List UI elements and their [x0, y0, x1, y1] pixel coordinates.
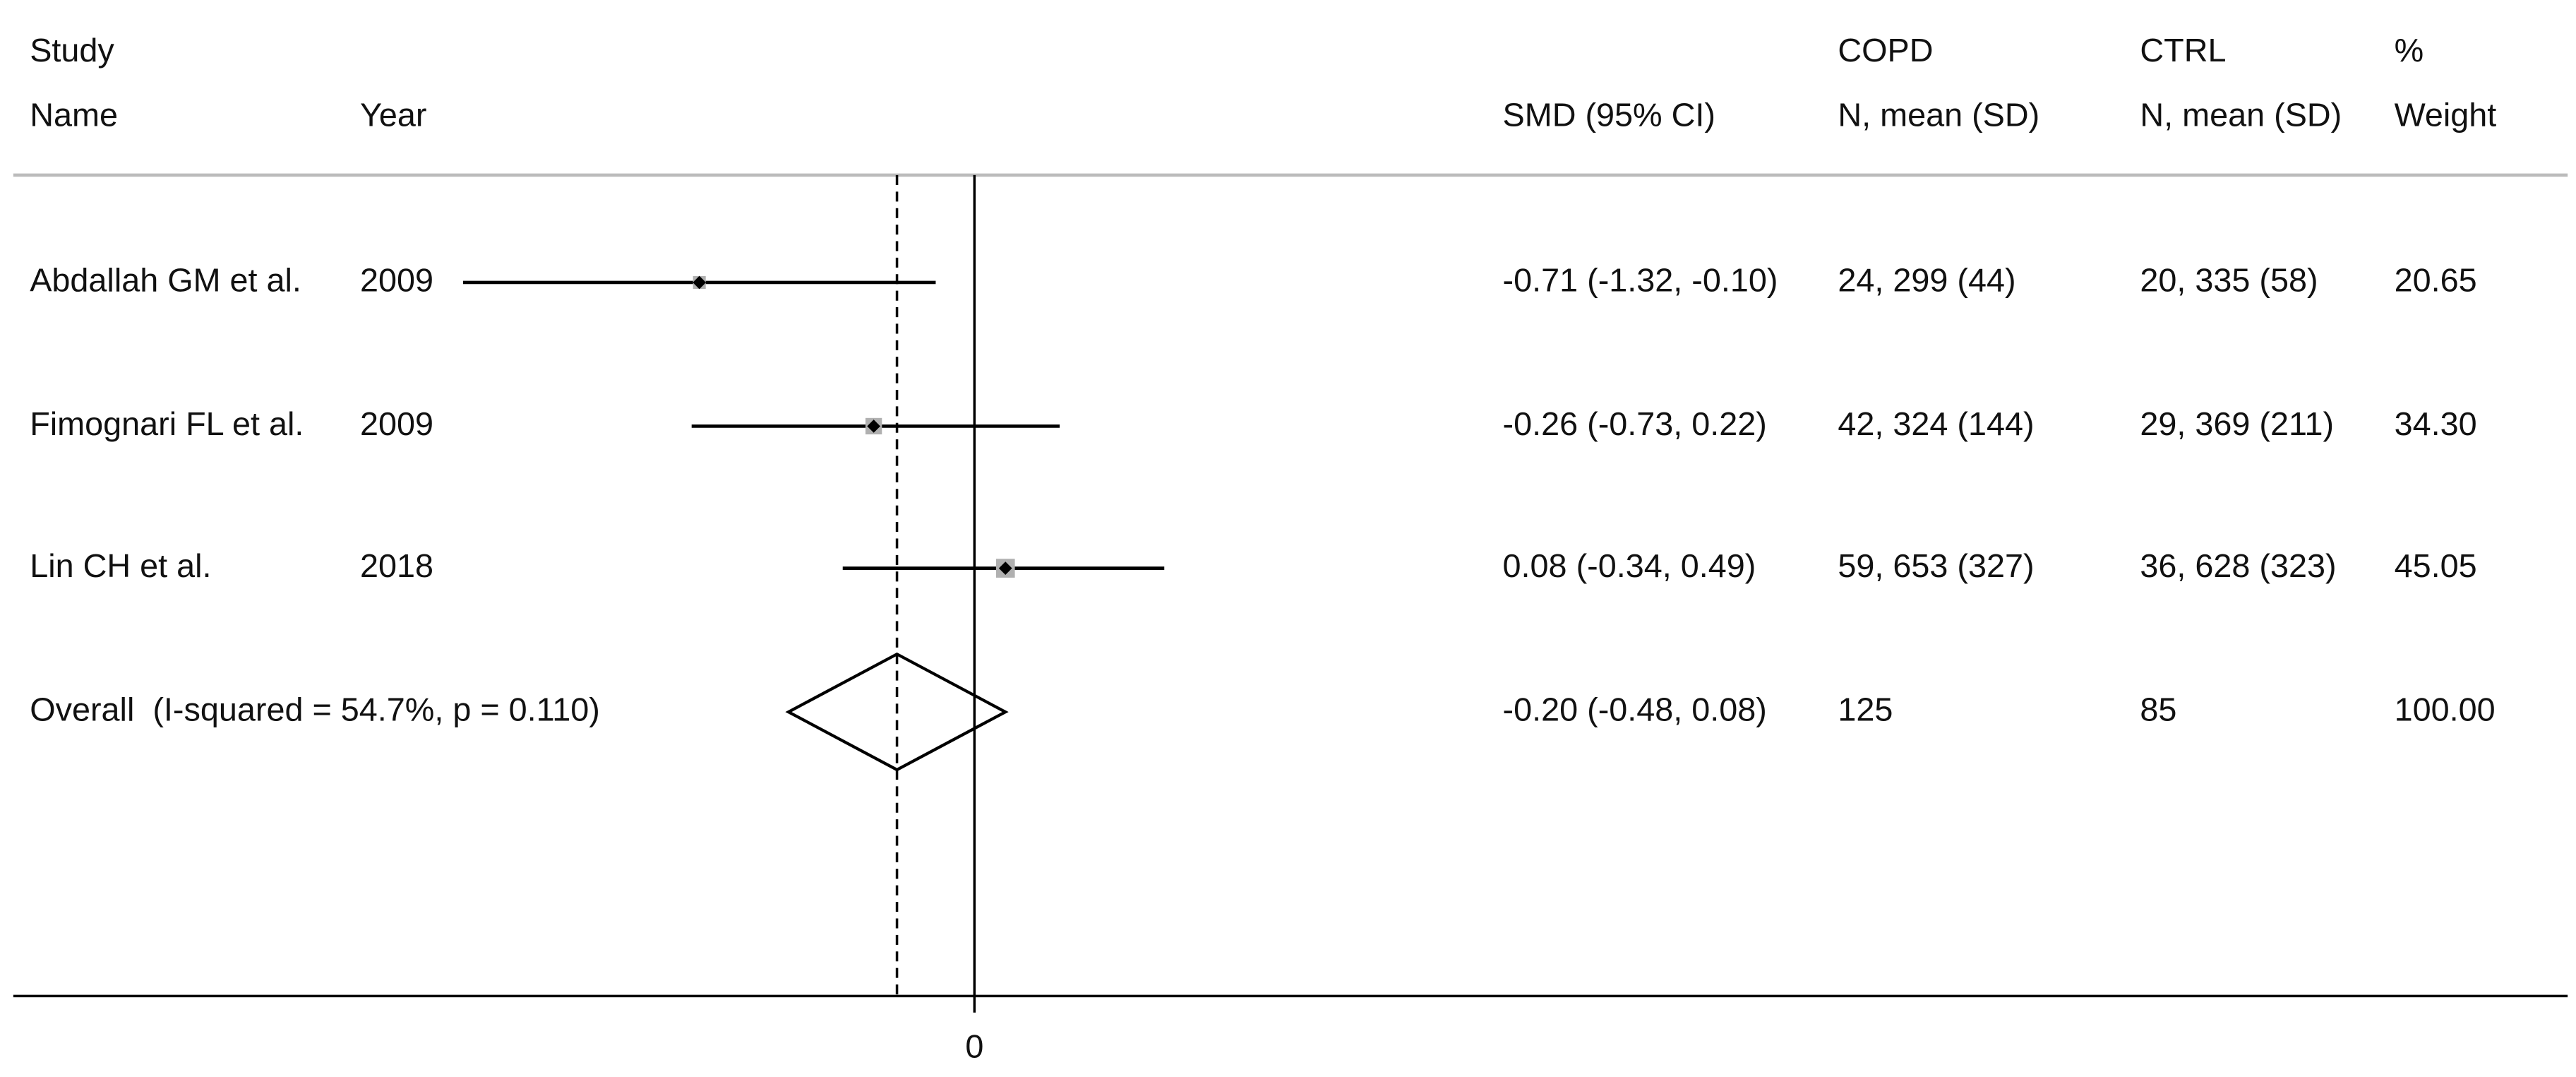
column-header: Year — [360, 96, 426, 133]
table-cell: 20.65 — [2395, 261, 2477, 298]
table-cell: 34.30 — [2395, 405, 2477, 442]
table-cell: 45.05 — [2395, 547, 2477, 584]
column-header: Weight — [2395, 96, 2497, 133]
table-cell: 2009 — [360, 261, 433, 298]
point-estimate — [867, 420, 881, 433]
table-cell: 125 — [1838, 691, 1893, 727]
table-cell: 20, 335 (58) — [2140, 261, 2318, 298]
table-cell: 0.08 (-0.34, 0.49) — [1503, 547, 1756, 584]
table-cell: 85 — [2140, 691, 2176, 727]
table-cell: 100.00 — [2395, 691, 2496, 727]
table-cell: 42, 324 (144) — [1838, 405, 2034, 442]
column-header: COPD — [1838, 32, 1933, 69]
overall-label: Overall (I-squared = 54.7%, p = 0.110) — [30, 691, 600, 727]
table-cell: Lin CH et al. — [30, 547, 211, 584]
column-header: % — [2395, 32, 2424, 69]
table-cell: 2018 — [360, 547, 433, 584]
table-cell: 24, 299 (44) — [1838, 261, 2015, 298]
x-tick-label: 0 — [965, 1028, 983, 1065]
column-header: N, mean (SD) — [2140, 96, 2342, 133]
table-cell: 59, 653 (327) — [1838, 547, 2034, 584]
overall-diamond — [785, 652, 1009, 772]
point-estimate — [693, 275, 707, 290]
table-cell: -0.20 (-0.48, 0.08) — [1503, 691, 1767, 727]
column-header: Name — [30, 96, 118, 133]
table-cell: -0.26 (-0.73, 0.22) — [1503, 405, 1767, 442]
column-header: N, mean (SD) — [1838, 96, 2039, 133]
table-cell: -0.71 (-1.32, -0.10) — [1503, 261, 1778, 298]
column-header: SMD (95% CI) — [1503, 96, 1715, 133]
column-header: CTRL — [2140, 32, 2226, 69]
table-cell: 2009 — [360, 405, 433, 442]
table-cell: 36, 628 (323) — [2140, 547, 2336, 584]
table-cell: 29, 369 (211) — [2140, 405, 2334, 442]
table-cell: Abdallah GM et al. — [30, 261, 301, 298]
column-header: Study — [30, 32, 114, 69]
table-cell: Fimognari FL et al. — [30, 405, 304, 442]
